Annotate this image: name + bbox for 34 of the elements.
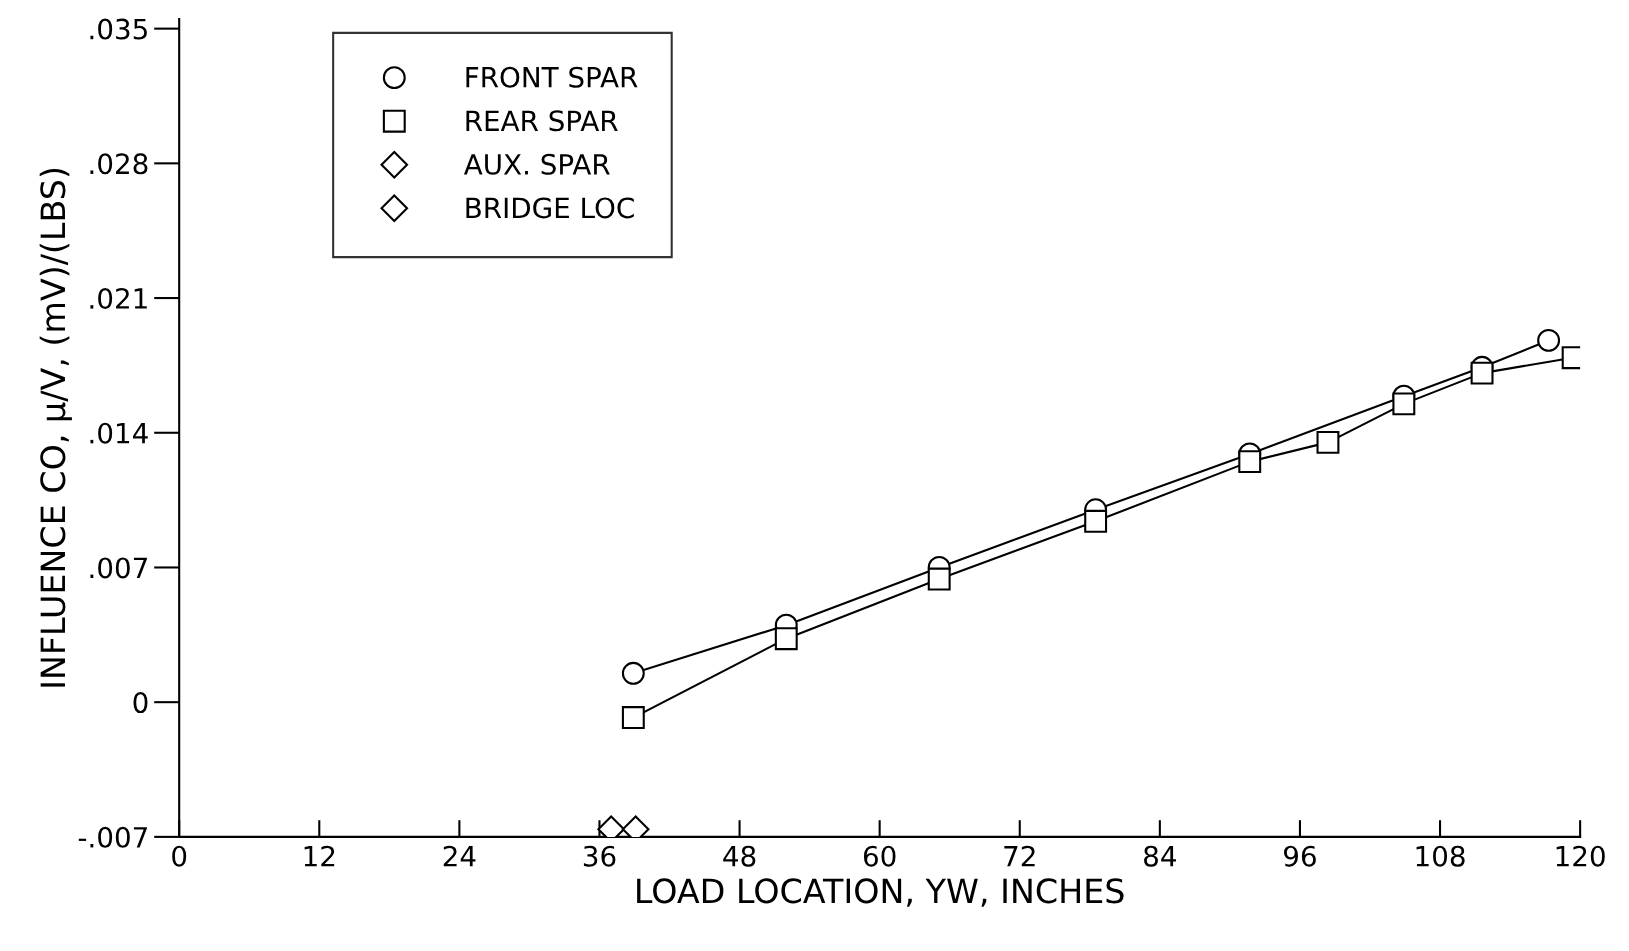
y-tick-label: .021	[90, 287, 147, 309]
legend-label: BRIDGE LOC	[466, 197, 634, 219]
y-tick-label: .007	[90, 557, 147, 579]
point	[621, 661, 645, 685]
y-tick-label: -.007	[78, 826, 147, 848]
x-tick-label: 120	[1556, 845, 1605, 867]
legend-label: AUX. SPAR	[463, 153, 610, 175]
y-tick-label: .014	[90, 422, 148, 444]
x-tick-label: 96	[1284, 845, 1316, 867]
y-tick-label: .028	[90, 153, 148, 175]
x-tick-label: 60	[863, 845, 896, 867]
x-axis-title: LOAD LOCATION, YW, INCHES	[637, 878, 1124, 907]
y-axis-title: INFLUENCE CO, μ/V, (mV)/(LBS)	[39, 168, 72, 687]
x-tick-label: 84	[1144, 845, 1176, 867]
point	[1470, 361, 1494, 385]
point	[1084, 509, 1108, 533]
point	[621, 706, 645, 730]
y-tick-label: 0	[133, 692, 148, 714]
x-tick-label: 12	[304, 845, 335, 867]
point	[927, 567, 951, 591]
point	[1238, 450, 1262, 474]
x-tick-label: 72	[1004, 845, 1035, 867]
point	[1392, 392, 1416, 416]
legend-label: FRONT SPAR	[466, 66, 638, 88]
x-tick-label: 0	[172, 845, 187, 867]
x-tick-label: 36	[583, 845, 616, 867]
point	[774, 627, 798, 651]
x-tick-label: 48	[723, 845, 756, 867]
y-tick-label: .035	[90, 18, 147, 40]
legend-label: REAR SPAR	[466, 110, 618, 132]
x-tick-label: 24	[443, 845, 476, 867]
point	[1537, 328, 1561, 352]
x-tick-label: 108	[1416, 845, 1465, 867]
point	[1316, 430, 1340, 454]
